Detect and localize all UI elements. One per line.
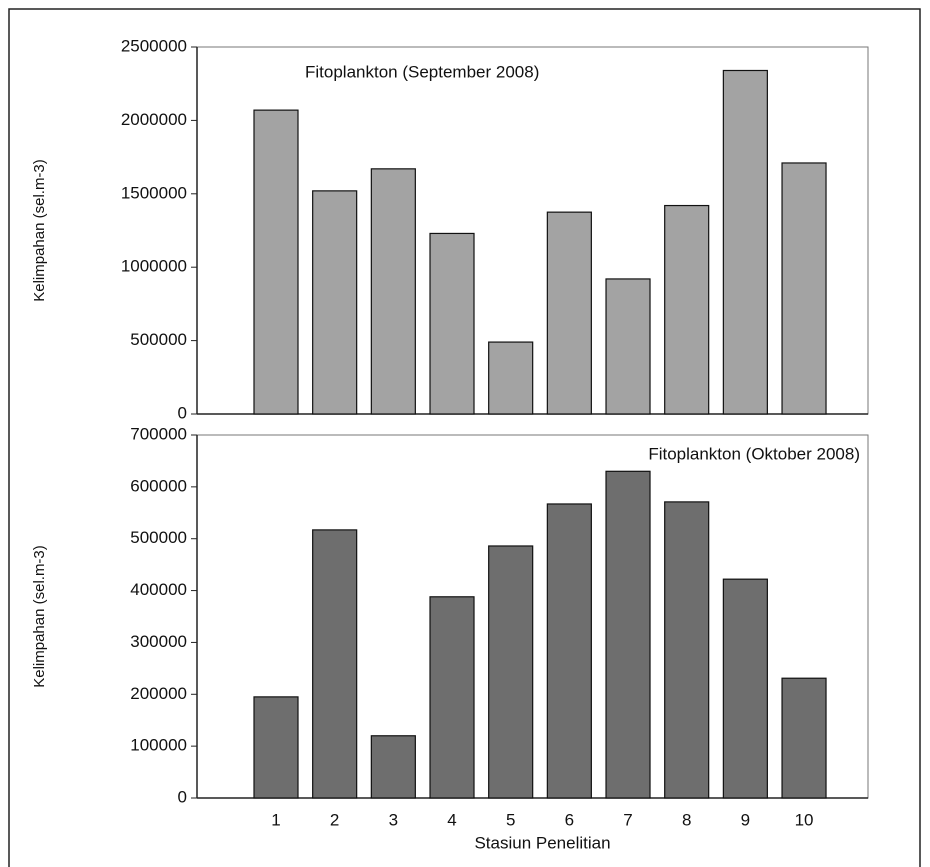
bar — [606, 279, 650, 414]
x-axis-label: Stasiun Penelitian — [474, 833, 610, 852]
x-tick-label: 2 — [330, 810, 339, 829]
x-tick-label: 1 — [271, 810, 280, 829]
chart-title: Fitoplankton (Oktober 2008) — [648, 444, 860, 463]
chart-title: Fitoplankton (September 2008) — [305, 62, 539, 81]
y-tick-label: 0 — [178, 787, 187, 806]
page: 05000001000000150000020000002500000Fitop… — [0, 0, 930, 867]
bar — [489, 546, 533, 798]
y-tick-label: 400000 — [130, 580, 187, 599]
y-tick-label: 700000 — [130, 424, 187, 443]
bar — [547, 212, 591, 414]
bar — [723, 579, 767, 798]
x-tick-label: 6 — [565, 810, 574, 829]
y-tick-label: 600000 — [130, 476, 187, 495]
y-tick-label: 2000000 — [121, 110, 187, 129]
bar — [430, 597, 474, 798]
bar — [313, 530, 357, 798]
y-axis-label: Kelimpahan (sel.m-3) — [31, 545, 48, 688]
bar — [723, 70, 767, 414]
y-tick-label: 300000 — [130, 632, 187, 651]
bar — [313, 191, 357, 414]
bar — [606, 471, 650, 798]
bar — [254, 697, 298, 798]
y-tick-label: 500000 — [130, 330, 187, 349]
x-tick-label: 10 — [795, 810, 814, 829]
x-tick-label: 4 — [447, 810, 456, 829]
y-tick-label: 500000 — [130, 528, 187, 547]
bar — [371, 736, 415, 798]
bar — [782, 678, 826, 798]
bar — [430, 233, 474, 414]
bar — [371, 169, 415, 414]
y-axis-label: Kelimpahan (sel.m-3) — [31, 159, 48, 302]
bar — [665, 502, 709, 798]
x-tick-label: 8 — [682, 810, 691, 829]
y-tick-label: 1000000 — [121, 257, 187, 276]
bar — [665, 206, 709, 414]
y-tick-label: 1500000 — [121, 183, 187, 202]
y-tick-label: 200000 — [130, 684, 187, 703]
bar — [547, 504, 591, 798]
y-tick-label: 2500000 — [121, 36, 187, 55]
y-tick-label: 100000 — [130, 736, 187, 755]
x-tick-label: 7 — [623, 810, 632, 829]
x-tick-label: 9 — [741, 810, 750, 829]
x-tick-label: 5 — [506, 810, 515, 829]
bar — [254, 110, 298, 414]
bar — [489, 342, 533, 414]
y-tick-label: 0 — [178, 403, 187, 422]
bar — [782, 163, 826, 414]
x-tick-label: 3 — [389, 810, 398, 829]
